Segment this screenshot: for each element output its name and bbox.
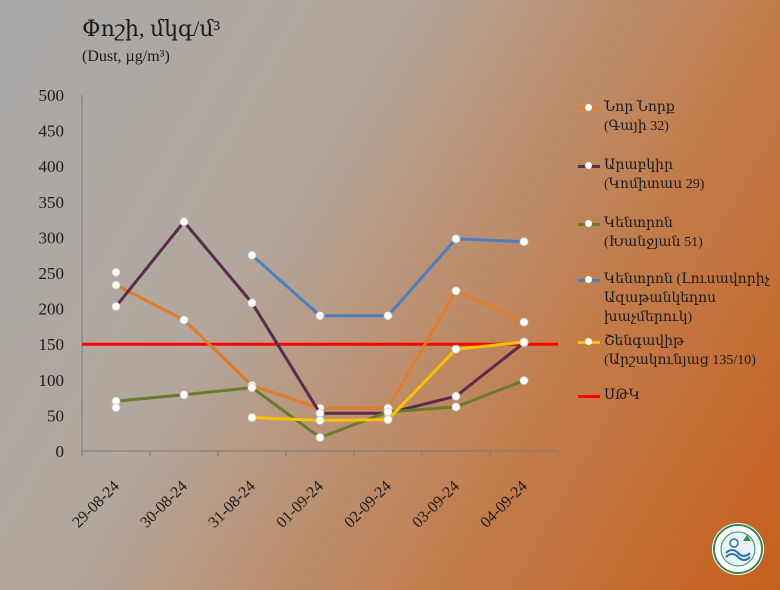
y-tick-label: 300 <box>39 228 65 247</box>
data-point-3 <box>519 237 529 247</box>
y-tick-label: 250 <box>39 264 65 283</box>
data-point-0 <box>519 317 529 327</box>
data-point-4 <box>111 403 121 412</box>
x-tick-label: 03-09-24 <box>409 478 462 531</box>
data-point-3 <box>111 267 121 277</box>
data-point-3 <box>451 234 461 244</box>
data-point-1 <box>247 298 257 308</box>
data-point-0 <box>451 286 461 296</box>
x-tick-label: 02-09-24 <box>341 478 394 531</box>
y-tick-label: 150 <box>39 335 65 354</box>
data-point-4 <box>519 337 529 347</box>
data-point-2 <box>315 433 325 442</box>
legend-label: Կենտրոն (Լուսավորիչ Ազաթանկեղոս խաչմերու… <box>604 272 770 325</box>
data-point-4 <box>247 413 257 422</box>
x-tick-label: 31-08-24 <box>205 478 258 531</box>
y-tick-label: 400 <box>39 157 65 176</box>
x-tick-label: 01-09-24 <box>273 478 326 531</box>
data-point-1 <box>111 302 121 311</box>
x-tick-label: 30-08-24 <box>137 478 190 531</box>
y-tick-label: 0 <box>56 442 65 461</box>
data-point-1 <box>451 391 461 401</box>
y-tick-label: 350 <box>39 193 65 212</box>
legend-label: ՍԹԿ <box>604 388 640 403</box>
data-point-4 <box>383 415 393 425</box>
chart-title: Փոշի, մկգ/մ³ <box>82 16 221 41</box>
data-point-2 <box>519 376 529 385</box>
data-point-3 <box>315 311 325 321</box>
legend-label: Կենտրոն (Խանջյան 51) <box>604 216 703 250</box>
y-tick-label: 50 <box>47 406 64 425</box>
y-tick-label: 450 <box>39 122 65 141</box>
data-point-2 <box>451 402 461 412</box>
y-tick-label: 500 <box>39 86 65 105</box>
data-point-2 <box>179 390 189 400</box>
ministry-logo <box>712 523 764 575</box>
data-point-0 <box>179 315 189 325</box>
legend-label: Արաբկիր (Կոմիտաս 29) <box>604 158 705 192</box>
data-point-4 <box>315 415 325 425</box>
legend-label: Նոր Նորք (Գայի 32) <box>604 100 675 134</box>
x-tick-label: 04-09-24 <box>477 478 530 531</box>
y-tick-label: 100 <box>39 371 65 390</box>
data-point-3 <box>247 250 257 260</box>
data-point-4 <box>451 344 461 354</box>
chart-subtitle: (Dust, µg/m³) <box>82 48 170 65</box>
data-point-1 <box>179 217 189 227</box>
data-point-0 <box>111 280 121 290</box>
x-tick-label: 29-08-24 <box>69 478 122 531</box>
data-point-3 <box>383 311 393 321</box>
legend-label: Շենգավիթ (Արշակունյաց 135/10) <box>604 334 756 368</box>
data-point-2 <box>247 383 257 393</box>
y-tick-label: 200 <box>39 300 65 319</box>
logo-emblem-icon <box>713 524 763 574</box>
